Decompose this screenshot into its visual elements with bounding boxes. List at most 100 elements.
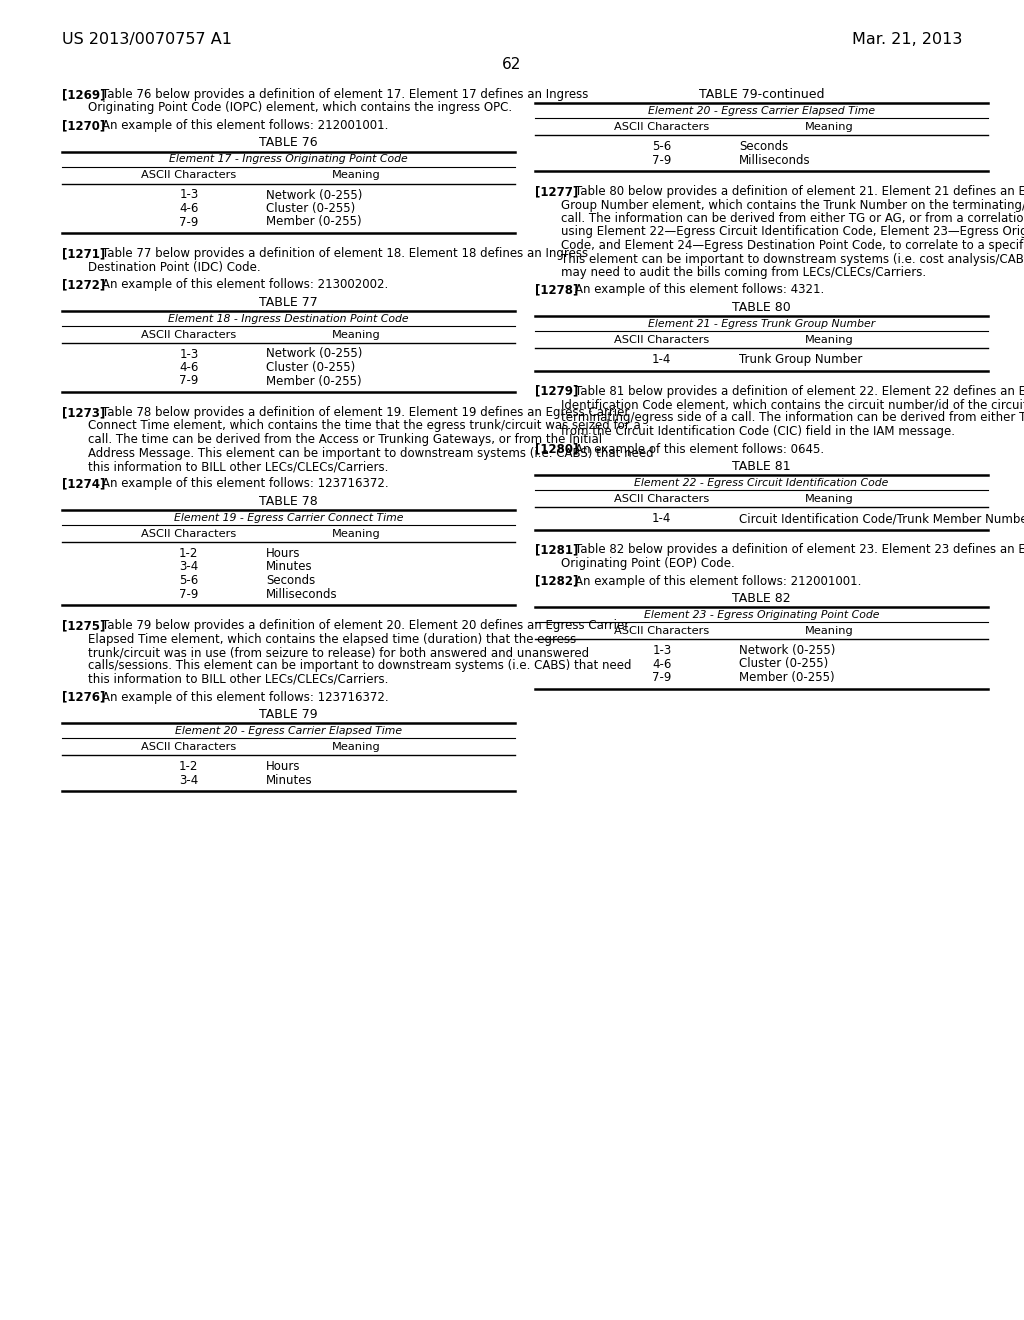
Text: Cluster (0-255): Cluster (0-255) [266, 360, 355, 374]
Text: Group Number element, which contains the Trunk Number on the terminating/egress : Group Number element, which contains the… [561, 198, 1024, 211]
Text: 4-6: 4-6 [179, 360, 199, 374]
Text: Destination Point (IDC) Code.: Destination Point (IDC) Code. [88, 260, 261, 273]
Text: 1-2: 1-2 [179, 546, 199, 560]
Text: 7-9: 7-9 [652, 671, 672, 684]
Text: Member (0-255): Member (0-255) [739, 671, 835, 684]
Text: ASCII Characters: ASCII Characters [141, 330, 237, 339]
Text: An example of this element follows: 213002002.: An example of this element follows: 2130… [102, 279, 388, 290]
Text: 4-6: 4-6 [652, 657, 672, 671]
Text: [1272]: [1272] [62, 279, 105, 290]
Text: 5-6: 5-6 [179, 574, 199, 587]
Text: [1281]: [1281] [535, 544, 579, 557]
Text: [1279]: [1279] [535, 384, 579, 397]
Text: TABLE 79: TABLE 79 [259, 708, 317, 721]
Text: Trunk Group Number: Trunk Group Number [739, 352, 862, 366]
Text: ASCII Characters: ASCII Characters [614, 121, 710, 132]
Text: Meaning: Meaning [332, 330, 381, 339]
Text: may need to audit the bills coming from LECs/CLECs/Carriers.: may need to audit the bills coming from … [561, 267, 926, 279]
Text: 7-9: 7-9 [179, 587, 199, 601]
Text: Hours: Hours [266, 546, 300, 560]
Text: An example of this element follows: 212001001.: An example of this element follows: 2120… [102, 119, 388, 132]
Text: Connect Time element, which contains the time that the egress trunk/circuit was : Connect Time element, which contains the… [88, 420, 641, 433]
Text: 62: 62 [503, 57, 521, 73]
Text: Table 78 below provides a definition of element 19. Element 19 defines an Egress: Table 78 below provides a definition of … [102, 407, 630, 418]
Text: This element can be important to downstream systems (i.e. cost analysis/CABS ana: This element can be important to downstr… [561, 252, 1024, 265]
Text: 7-9: 7-9 [179, 375, 199, 388]
Text: Element 17 - Ingress Originating Point Code: Element 17 - Ingress Originating Point C… [169, 154, 408, 165]
Text: US 2013/0070757 A1: US 2013/0070757 A1 [62, 32, 232, 48]
Text: 1-4: 1-4 [652, 352, 672, 366]
Text: [1270]: [1270] [62, 119, 105, 132]
Text: Milliseconds: Milliseconds [266, 587, 338, 601]
Text: Table 77 below provides a definition of element 18. Element 18 defines an Ingres: Table 77 below provides a definition of … [102, 247, 588, 260]
Text: [1274]: [1274] [62, 478, 105, 491]
Text: Originating Point (EOP) Code.: Originating Point (EOP) Code. [561, 557, 735, 570]
Text: 5-6: 5-6 [652, 140, 672, 153]
Text: trunk/circuit was in use (from seizure to release) for both answered and unanswe: trunk/circuit was in use (from seizure t… [88, 645, 589, 659]
Text: Milliseconds: Milliseconds [739, 153, 810, 166]
Text: [1273]: [1273] [62, 407, 105, 418]
Text: Network (0-255): Network (0-255) [739, 644, 836, 657]
Text: [1277]: [1277] [535, 185, 579, 198]
Text: 4-6: 4-6 [179, 202, 199, 215]
Text: TABLE 78: TABLE 78 [259, 495, 317, 508]
Text: An example of this element follows: 0645.: An example of this element follows: 0645… [575, 442, 824, 455]
Text: call. The information can be derived from either TG or AG, or from a correlation: call. The information can be derived fro… [561, 213, 1024, 224]
Text: TABLE 81: TABLE 81 [732, 459, 791, 473]
Text: 1-3: 1-3 [179, 189, 199, 202]
Text: Originating Point Code (IOPC) element, which contains the ingress OPC.: Originating Point Code (IOPC) element, w… [88, 102, 512, 115]
Text: 7-9: 7-9 [179, 215, 199, 228]
Text: An example of this element follows: 4321.: An example of this element follows: 4321… [575, 284, 824, 297]
Text: TABLE 76: TABLE 76 [259, 136, 317, 149]
Text: Cluster (0-255): Cluster (0-255) [266, 202, 355, 215]
Text: Meaning: Meaning [805, 494, 854, 504]
Text: [1278]: [1278] [535, 284, 579, 297]
Text: Seconds: Seconds [739, 140, 788, 153]
Text: [1271]: [1271] [62, 247, 105, 260]
Text: Code, and Element 24—Egress Destination Point Code, to correlate to a specific t: Code, and Element 24—Egress Destination … [561, 239, 1024, 252]
Text: using Element 22—Egress Circuit Identification Code, Element 23—Egress Originati: using Element 22—Egress Circuit Identifi… [561, 226, 1024, 239]
Text: Elapsed Time element, which contains the elapsed time (duration) that the egress: Elapsed Time element, which contains the… [88, 632, 577, 645]
Text: this information to BILL other LECs/CLECs/Carriers.: this information to BILL other LECs/CLEC… [88, 459, 388, 473]
Text: An example of this element follows: 212001001.: An example of this element follows: 2120… [575, 574, 861, 587]
Text: 1-3: 1-3 [652, 644, 672, 657]
Text: [1275]: [1275] [62, 619, 105, 632]
Text: Minutes: Minutes [266, 774, 312, 787]
Text: TABLE 80: TABLE 80 [732, 301, 791, 314]
Text: Element 18 - Ingress Destination Point Code: Element 18 - Ingress Destination Point C… [168, 314, 409, 323]
Text: Mar. 21, 2013: Mar. 21, 2013 [852, 32, 962, 48]
Text: Identification Code element, which contains the circuit number/id of the circuit: Identification Code element, which conta… [561, 399, 1024, 411]
Text: Cluster (0-255): Cluster (0-255) [739, 657, 828, 671]
Text: Element 19 - Egress Carrier Connect Time: Element 19 - Egress Carrier Connect Time [174, 513, 403, 523]
Text: 1-4: 1-4 [652, 512, 672, 525]
Text: Meaning: Meaning [332, 742, 381, 752]
Text: Minutes: Minutes [266, 561, 312, 573]
Text: Circuit Identification Code/Trunk Member Number: Circuit Identification Code/Trunk Member… [739, 512, 1024, 525]
Text: Element 20 - Egress Carrier Elapsed Time: Element 20 - Egress Carrier Elapsed Time [175, 726, 402, 737]
Text: TABLE 82: TABLE 82 [732, 591, 791, 605]
Text: from the Circuit Identification Code (CIC) field in the IAM message.: from the Circuit Identification Code (CI… [561, 425, 955, 438]
Text: TABLE 77: TABLE 77 [259, 296, 317, 309]
Text: ASCII Characters: ASCII Characters [141, 742, 237, 752]
Text: Table 82 below provides a definition of element 23. Element 23 defines an Egress: Table 82 below provides a definition of … [575, 544, 1024, 557]
Text: Element 20 - Egress Carrier Elapsed Time: Element 20 - Egress Carrier Elapsed Time [648, 106, 876, 116]
Text: Element 21 - Egress Trunk Group Number: Element 21 - Egress Trunk Group Number [648, 319, 876, 329]
Text: ASCII Characters: ASCII Characters [141, 529, 237, 539]
Text: Meaning: Meaning [805, 335, 854, 345]
Text: Table 81 below provides a definition of element 22. Element 22 defines an Egress: Table 81 below provides a definition of … [575, 384, 1024, 397]
Text: Seconds: Seconds [266, 574, 315, 587]
Text: Table 76 below provides a definition of element 17. Element 17 defines an Ingres: Table 76 below provides a definition of … [102, 88, 589, 102]
Text: [1269]: [1269] [62, 88, 105, 102]
Text: 3-4: 3-4 [179, 561, 199, 573]
Text: Member (0-255): Member (0-255) [266, 375, 361, 388]
Text: ASCII Characters: ASCII Characters [614, 626, 710, 636]
Text: Network (0-255): Network (0-255) [266, 189, 362, 202]
Text: call. The time can be derived from the Access or Trunking Gateways, or from the : call. The time can be derived from the A… [88, 433, 602, 446]
Text: Table 80 below provides a definition of element 21. Element 21 defines an Egress: Table 80 below provides a definition of … [575, 185, 1024, 198]
Text: ASCII Characters: ASCII Characters [614, 494, 710, 504]
Text: this information to BILL other LECs/CLECs/Carriers.: this information to BILL other LECs/CLEC… [88, 673, 388, 686]
Text: terminating/egress side of a call. The information can be derived from either TG: terminating/egress side of a call. The i… [561, 412, 1024, 425]
Text: [1282]: [1282] [535, 574, 579, 587]
Text: ASCII Characters: ASCII Characters [141, 170, 237, 181]
Text: Address Message. This element can be important to downstream systems (i.e. CABS): Address Message. This element can be imp… [88, 446, 653, 459]
